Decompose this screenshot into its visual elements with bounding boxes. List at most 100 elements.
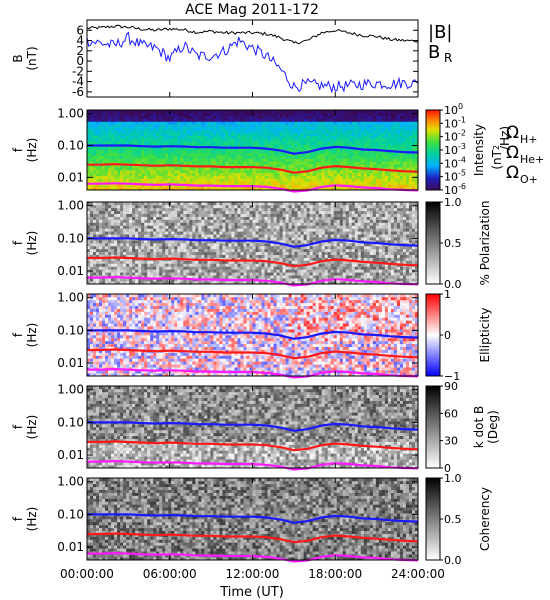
intensity-colorbar-tick-exp: -5	[458, 169, 466, 178]
series-total-field-line	[86, 24, 419, 45]
legend-total-field: |B|	[428, 22, 452, 43]
ellipticity-colorbar-tick-label: 1	[444, 288, 451, 301]
kdotb-ylabel-bottom: (Hz)	[25, 415, 39, 440]
intensity-ylabel-top: f	[11, 147, 25, 152]
time-axis-tick-label: 18:00:00	[308, 567, 362, 581]
coherency-panel: 1.00 0.10 0.01 f (Hz) 1.0 0.5 0.0 Coherency	[11, 472, 492, 567]
gyrofrequency-h-plus-line	[87, 329, 419, 340]
kdotb-colorbar	[425, 385, 441, 469]
gyrofrequency-h-plus-line	[87, 513, 419, 524]
intensity-colorbar-tick-exp: 0	[458, 102, 463, 111]
gyrofrequency-he-plus-line	[87, 348, 419, 360]
intensity-colorbar-tick-label: 10	[444, 144, 458, 157]
intensity-colorbar-tick-exp: -4	[458, 155, 466, 164]
ellipticity-ytick-label: 1.00	[57, 291, 84, 305]
polarization-colorbar-label: % Polarization	[478, 201, 492, 286]
intensity-colorbar	[425, 109, 441, 191]
time-axis-label: Time (UT)	[219, 585, 284, 600]
gyrofrequency-he-plus-line	[87, 256, 419, 268]
ellipticity-ytick-label: 0.10	[57, 323, 84, 337]
kdotb-colorbar-tick-label: 0	[444, 462, 451, 475]
gyro-label-he-sub: He+	[520, 153, 544, 166]
intensity-colorbar-tick-label: 10	[444, 104, 458, 117]
kdotb-colorbar-unit: (Deg)	[486, 410, 500, 444]
gyro-label-o-sub: O+	[520, 173, 538, 186]
polarization-spectrogram	[87, 202, 419, 285]
coherency-colorbar-tick-label: 1.0	[444, 472, 462, 485]
coherency-colorbar-tick-label: 0.5	[444, 513, 462, 526]
gyro-label-o: Ω	[506, 163, 519, 183]
kdotb-colorbar-tick-label: 90	[444, 380, 458, 393]
field-ytick-label: -6	[72, 85, 84, 99]
ellipticity-colorbar-tick-label: 0	[444, 329, 451, 342]
gyrofrequency-h-plus-line	[87, 144, 419, 155]
coherency-ytick-label: 0.01	[57, 540, 84, 554]
kdotb-ytick-label: 0.10	[57, 415, 84, 429]
gyro-label-h-sub: H+	[520, 133, 538, 146]
coherency-ytick-label: 1.00	[57, 475, 84, 489]
ellipticity-ylabel-top: f	[11, 332, 25, 337]
intensity-spectrogram	[87, 110, 419, 191]
field-ytick-label: 4	[76, 34, 84, 48]
coherency-ytick-label: 0.10	[57, 507, 84, 521]
time-axis: 00:00:00 06:00:00 12:00:00 18:00:00 24:00:00	[60, 567, 445, 581]
polarization-colorbar-tick-label: 1.0	[444, 196, 462, 209]
ellipticity-colorbar-label: Ellipticity	[478, 308, 492, 363]
field-ytick-label: 0	[76, 54, 84, 68]
coherency-colorbar	[425, 477, 441, 561]
legend-radial-field-sub: R	[444, 51, 452, 65]
series-radial-field-line	[86, 31, 419, 94]
ellipticity-ylabel-bottom: (Hz)	[25, 323, 39, 348]
field-ytick-label: -2	[72, 64, 84, 78]
ellipticity-panel: 1.00 0.10 0.01 f (Hz) 1 0 −1 Ellipticity	[11, 288, 492, 383]
time-axis-tick-label: 06:00:00	[143, 567, 197, 581]
polarization-ytick-label: 1.00	[57, 199, 84, 213]
gyrofrequency-he-plus-line	[87, 162, 419, 174]
coherency-spectrogram	[87, 478, 419, 561]
kdotb-ytick-label: 0.01	[57, 448, 84, 462]
coherency-ylabel-bottom: (Hz)	[25, 507, 39, 532]
gyrofrequency-he-plus-line	[87, 532, 419, 544]
time-axis-tick-label: 24:00:00	[391, 567, 445, 581]
polarization-colorbar-tick-label: 0.5	[444, 237, 462, 250]
time-axis-tick-label: 00:00:00	[60, 567, 114, 581]
time-axis-tick-label: 12:00:00	[226, 567, 280, 581]
gyro-label-h: Ω	[506, 123, 519, 143]
kdotb-ytick-label: 1.00	[57, 383, 84, 397]
kdotb-panel: 1.00 0.10 0.01 f (Hz) 90 60 30 0 k dot B (Deg)	[11, 380, 500, 475]
intensity-colorbar-label: Intensity	[472, 124, 486, 176]
polarization-ylabel-top: f	[11, 240, 25, 245]
polarization-ytick-label: 0.10	[57, 231, 84, 245]
gyrofrequency-h-plus-line	[87, 421, 419, 432]
intensity-colorbar-tick-exp: -6	[458, 182, 466, 191]
kdotb-colorbar-tick-label: 60	[444, 407, 458, 420]
intensity-colorbar-tick-label: 10	[444, 184, 458, 197]
field-ylabel-top: B	[11, 54, 25, 62]
legend-radial-field: B	[428, 42, 440, 63]
figure-title: ACE Mag 2011-172	[185, 2, 319, 18]
field-ytick-label: 6	[76, 23, 84, 37]
intensity-colorbar-unit-end: /Hz)	[498, 126, 512, 150]
kdotb-colorbar-label: k dot B	[472, 406, 486, 448]
intensity-ytick-label: 1.00	[57, 107, 84, 121]
field-ylabel-bottom: (nT)	[25, 46, 39, 70]
intensity-colorbar-unit-exp: 2	[492, 145, 501, 150]
intensity-colorbar-tick-label: 10	[444, 117, 458, 130]
intensity-ylabel-bottom: (Hz)	[25, 138, 39, 163]
intensity-colorbar-tick-label: 10	[444, 171, 458, 184]
intensity-ytick-label: 0.10	[57, 138, 84, 152]
intensity-colorbar-tick-label: 10	[444, 157, 458, 170]
polarization-ytick-label: 0.01	[57, 264, 84, 278]
coherency-colorbar-label: Coherency	[478, 487, 492, 551]
kdotb-ylabel-top: f	[11, 424, 25, 429]
coherency-colorbar-tick-label: 0.0	[444, 554, 462, 567]
gyro-label-he: Ω	[506, 143, 519, 163]
gyrofrequency-h-plus-line	[87, 237, 419, 248]
field-ytick-label: 2	[76, 44, 84, 58]
intensity-colorbar-unit: (nT	[490, 149, 504, 169]
kdotb-colorbar-tick-label: 30	[444, 435, 458, 448]
coherency-ylabel-top: f	[11, 516, 25, 521]
